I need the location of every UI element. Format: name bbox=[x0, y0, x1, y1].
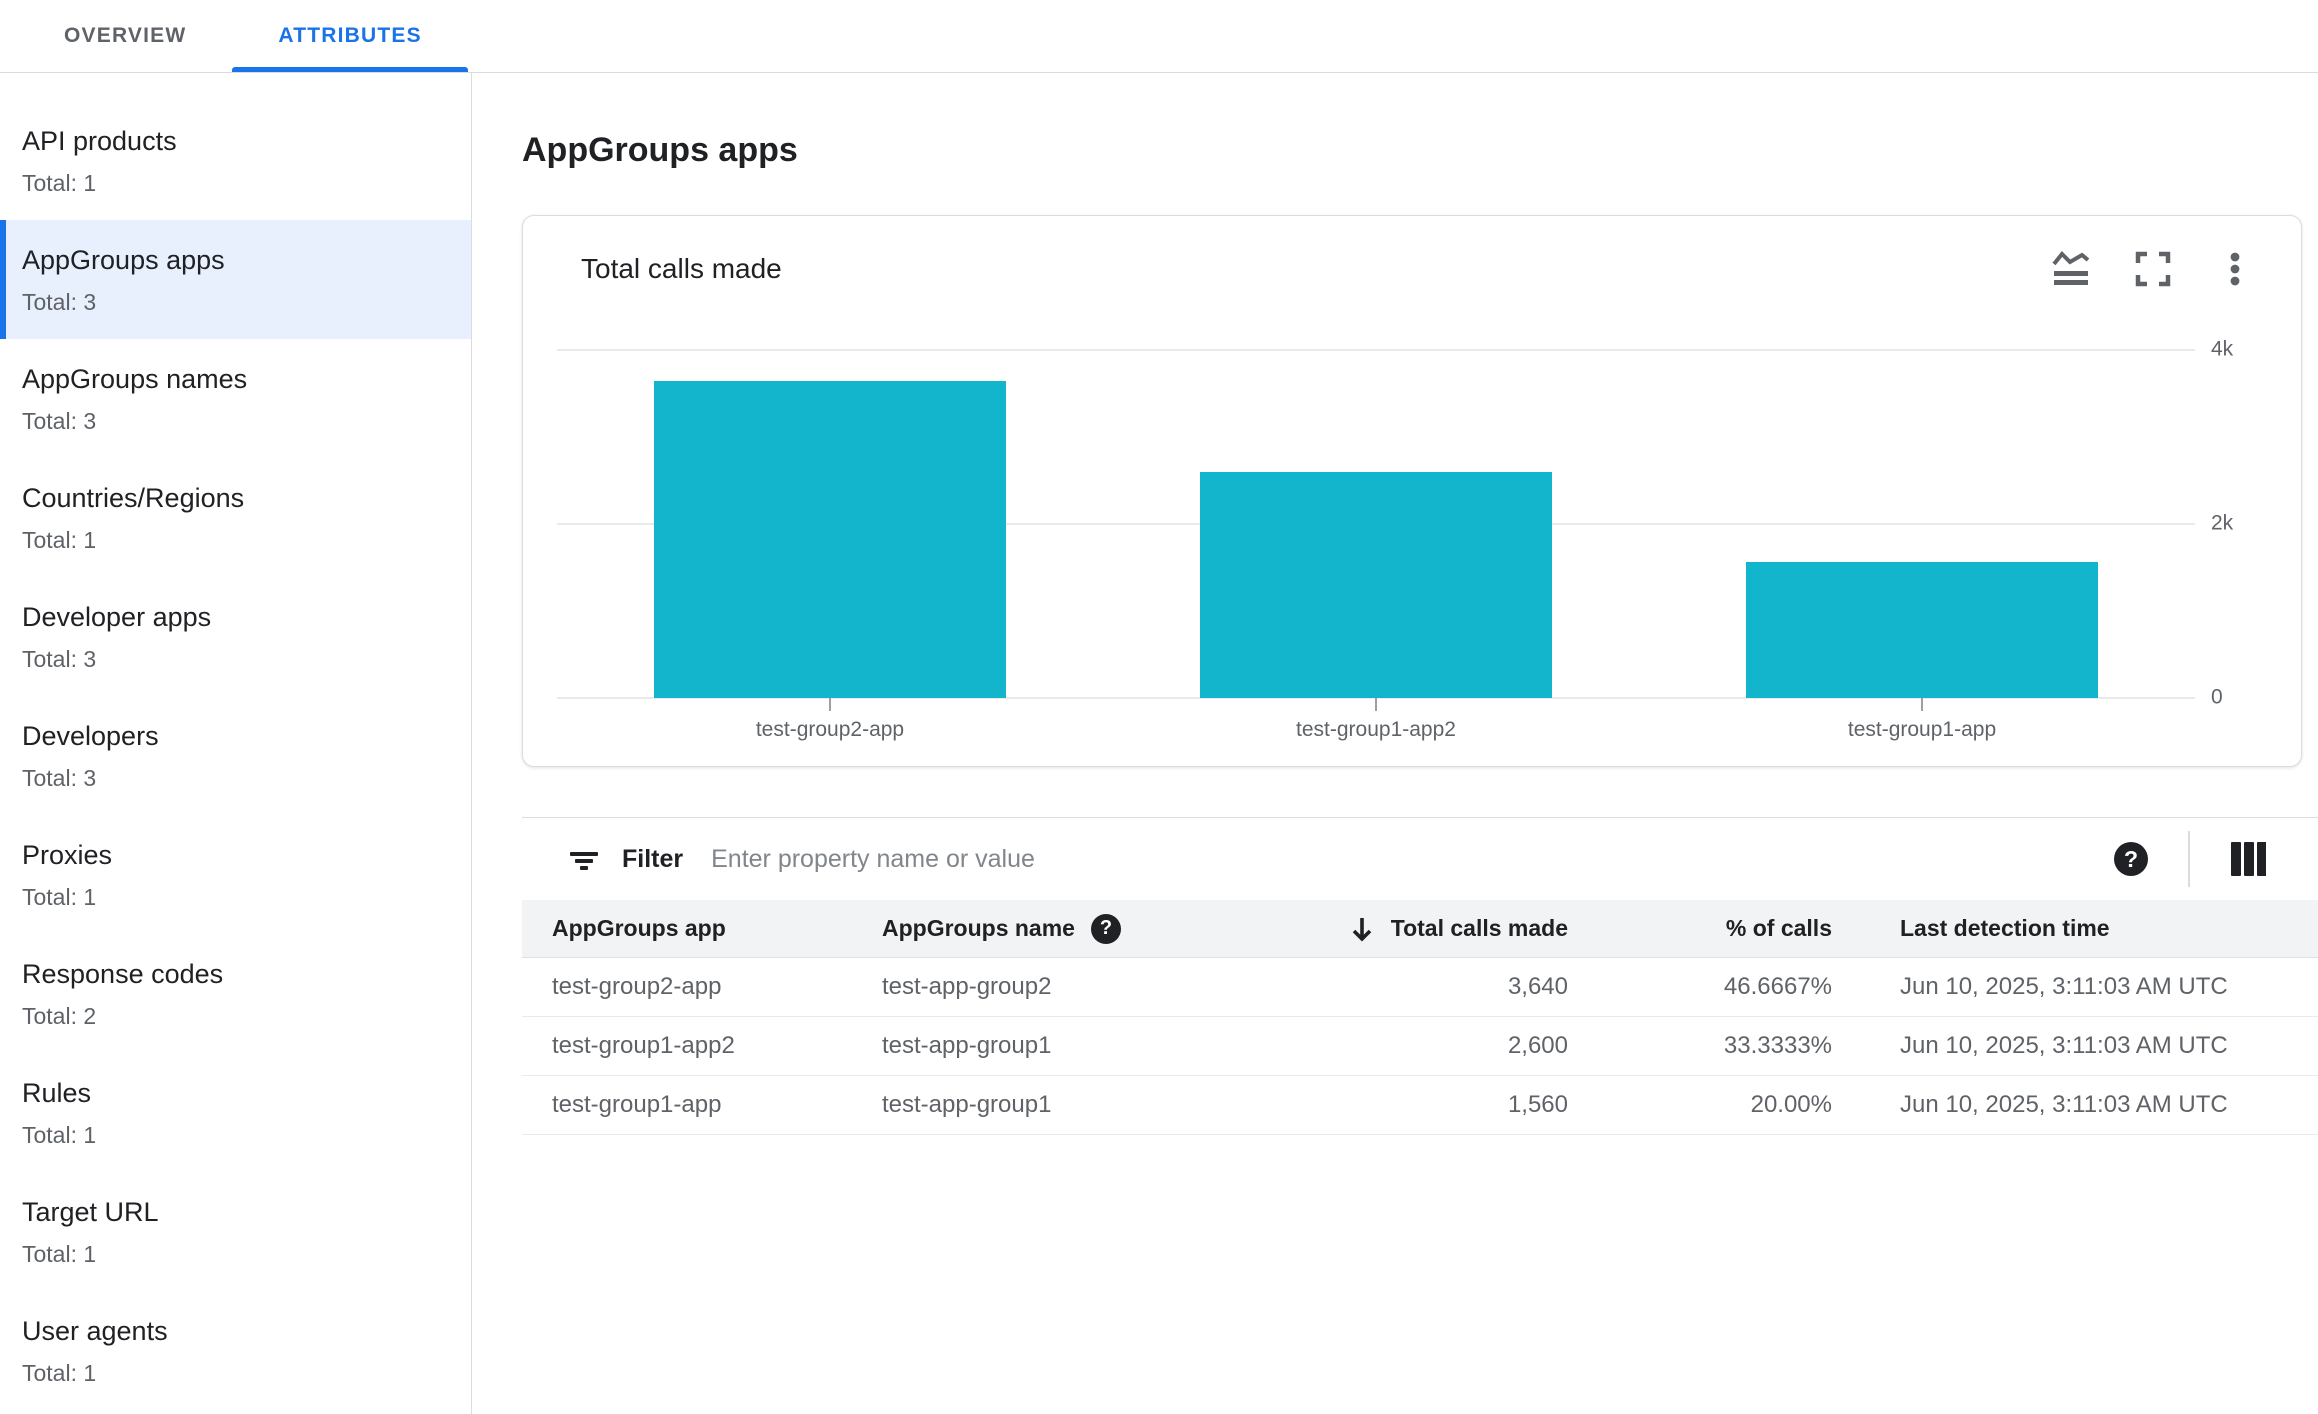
cell-total-calls: 1,560 bbox=[1507, 1091, 1568, 1118]
page-title: AppGroups apps bbox=[522, 131, 798, 169]
chart-actions bbox=[2049, 247, 2257, 291]
sidebar-item-total: Total: 1 bbox=[22, 1360, 97, 1386]
sidebar-item-label: User agents bbox=[22, 1316, 168, 1346]
y-axis-tick-label: 0 bbox=[2211, 685, 2223, 709]
cell-appgroups-app: test-group1-app2 bbox=[552, 1032, 735, 1059]
filter-label: Filter bbox=[622, 844, 684, 873]
x-axis-label: test-group1-app2 bbox=[1296, 718, 1456, 741]
cell-pct-calls: 46.6667% bbox=[1723, 973, 1832, 1000]
table-row[interactable]: test-group1-app2 test-app-group1 2,600 3… bbox=[522, 1017, 2318, 1076]
table-body: test-group2-app test-app-group2 3,640 46… bbox=[522, 958, 2318, 1135]
bar-test-group1-app2[interactable] bbox=[1199, 471, 1553, 698]
sidebar-item-total: Total: 3 bbox=[22, 289, 97, 315]
appgroups-name-help-icon[interactable]: ? bbox=[1090, 913, 1121, 944]
cell-appgroups-app: test-group2-app bbox=[552, 973, 722, 1000]
column-header-appgroups-app[interactable]: AppGroups app bbox=[552, 915, 726, 941]
column-header-last-detection[interactable]: Last detection time bbox=[1900, 915, 2110, 941]
sidebar-item-total: Total: 1 bbox=[22, 1122, 97, 1148]
sidebar-item[interactable]: Target URL Total: 1 bbox=[0, 1172, 471, 1291]
tab-attributes[interactable]: ATTRIBUTES bbox=[232, 0, 469, 72]
sidebar-item-total: Total: 1 bbox=[22, 527, 97, 553]
sort-desc-arrow-icon bbox=[1347, 914, 1377, 944]
chart-card-header: Total calls made bbox=[523, 216, 2301, 322]
cell-appgroups-name: test-app-group1 bbox=[882, 1032, 1052, 1059]
fullscreen-icon[interactable] bbox=[2131, 247, 2175, 291]
section-divider bbox=[522, 817, 2318, 818]
tab-overview[interactable]: OVERVIEW bbox=[18, 0, 232, 72]
sidebar-item-label: Developers bbox=[22, 721, 159, 751]
cell-appgroups-name: test-app-group1 bbox=[882, 1091, 1052, 1118]
x-axis-tick bbox=[1921, 698, 1923, 711]
table-row[interactable]: test-group1-app test-app-group1 1,560 20… bbox=[522, 1076, 2318, 1135]
tab-bar: OVERVIEW ATTRIBUTES bbox=[0, 0, 2318, 73]
sidebar-item-total: Total: 1 bbox=[22, 1241, 97, 1267]
sidebar-item-label: AppGroups apps bbox=[22, 245, 225, 275]
tab-overview-label: OVERVIEW bbox=[64, 24, 187, 47]
x-axis-tick bbox=[1375, 698, 1377, 711]
sidebar-item-label: AppGroups names bbox=[22, 364, 248, 394]
filterbar-divider bbox=[2188, 831, 2190, 887]
tab-attributes-label: ATTRIBUTES bbox=[278, 24, 422, 47]
cell-total-calls: 3,640 bbox=[1507, 973, 1568, 1000]
chart-title: Total calls made bbox=[581, 253, 782, 284]
sidebar-item[interactable]: API products Total: 1 bbox=[0, 101, 471, 220]
sidebar-item-label: API products bbox=[22, 126, 177, 156]
filter-input[interactable] bbox=[711, 844, 2114, 874]
cell-pct-calls: 20.00% bbox=[1750, 1091, 1832, 1118]
more-vert-icon[interactable] bbox=[2213, 247, 2257, 291]
x-axis-tick bbox=[828, 698, 831, 711]
sidebar-item-label: Proxies bbox=[22, 840, 113, 870]
sidebar-item[interactable]: Countries/Regions Total: 1 bbox=[0, 458, 471, 577]
main-content: AppGroups apps Total calls made bbox=[473, 73, 2318, 1414]
cell-total-calls: 2,600 bbox=[1507, 1032, 1568, 1059]
cell-last-detection: Jun 10, 2025, 3:11:03 AM UTC bbox=[1900, 1091, 2228, 1118]
cell-last-detection: Jun 10, 2025, 3:11:03 AM UTC bbox=[1900, 973, 2228, 1000]
cell-last-detection: Jun 10, 2025, 3:11:03 AM UTC bbox=[1900, 1032, 2228, 1059]
bar-test-group1-app[interactable] bbox=[1745, 562, 2099, 698]
chart-card: Total calls made bbox=[522, 215, 2302, 767]
sidebar-item[interactable]: Response codes Total: 2 bbox=[0, 934, 471, 1053]
sidebar-item[interactable]: Rules Total: 1 bbox=[0, 1053, 471, 1172]
x-axis-label: test-group2-app bbox=[755, 718, 905, 741]
chart-type-icon[interactable] bbox=[2049, 247, 2093, 291]
sidebar-item-label: Target URL bbox=[22, 1197, 159, 1227]
cell-appgroups-app: test-group1-app bbox=[552, 1091, 722, 1118]
table-header-row: AppGroups app AppGroups name ? Total cal… bbox=[522, 900, 2318, 958]
sidebar-item[interactable]: Developers Total: 3 bbox=[0, 696, 471, 815]
y-axis-tick-label: 2k bbox=[2211, 511, 2234, 535]
sidebar-item-total: Total: 2 bbox=[22, 1003, 97, 1029]
sidebar-item-total: Total: 3 bbox=[22, 765, 97, 791]
bar-chart: 0 2k 4k test-group2-app test-group1-app2 test… bbox=[557, 338, 2233, 741]
sidebar-item[interactable]: Proxies Total: 1 bbox=[0, 815, 471, 934]
bar-test-group2-app[interactable] bbox=[653, 381, 1007, 698]
sidebar-item-label: Response codes bbox=[22, 959, 224, 989]
sidebar-item-label: Rules bbox=[22, 1078, 92, 1108]
filter-help-icon[interactable]: ? bbox=[2114, 842, 2148, 876]
sidebar-item-total: Total: 3 bbox=[22, 408, 97, 434]
attributes-sidebar: API products Total: 1 AppGroups apps Tot… bbox=[0, 73, 472, 1414]
column-header-pct-calls[interactable]: % of calls bbox=[1725, 915, 1832, 941]
cell-pct-calls: 33.3333% bbox=[1723, 1032, 1832, 1059]
sidebar-item-total: Total: 3 bbox=[22, 646, 97, 672]
cell-appgroups-name: test-app-group2 bbox=[882, 973, 1052, 1000]
sidebar-item[interactable]: Developer apps Total: 3 bbox=[0, 577, 471, 696]
filter-icon bbox=[566, 841, 602, 877]
sidebar-item[interactable]: User agents Total: 1 bbox=[0, 1291, 471, 1410]
sidebar-item-label: Countries/Regions bbox=[22, 483, 245, 513]
sidebar-item[interactable]: AppGroups names Total: 3 bbox=[0, 339, 471, 458]
x-axis-label: test-group1-app bbox=[1847, 718, 1997, 741]
y-axis-tick-label: 4k bbox=[2211, 337, 2234, 361]
column-header-appgroups-name[interactable]: AppGroups name ? bbox=[882, 913, 1212, 944]
sidebar-item-total: Total: 1 bbox=[22, 884, 97, 910]
filter-bar: Filter ? bbox=[522, 818, 2318, 900]
gridline bbox=[557, 349, 2195, 351]
sidebar-item-total: Total: 1 bbox=[22, 170, 97, 196]
sidebar-item-label: Developer apps bbox=[22, 602, 212, 632]
columns-icon[interactable] bbox=[2230, 842, 2266, 876]
column-header-total-calls[interactable]: Total calls made bbox=[1212, 914, 1568, 944]
sidebar-item[interactable]: AppGroups apps Total: 3 bbox=[0, 220, 471, 339]
table-row[interactable]: test-group2-app test-app-group2 3,640 46… bbox=[522, 958, 2318, 1017]
